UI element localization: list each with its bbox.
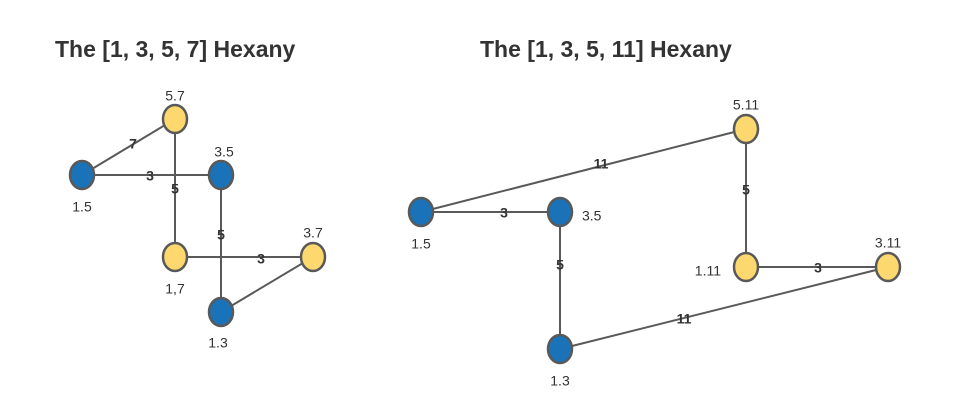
node-yellow [732,251,760,283]
edges-group: 11 3 5 5 3 11 [420,128,889,350]
edge-label: 11 [594,156,609,172]
node-label: 5.11 [733,97,759,113]
node-yellow [161,103,189,135]
node-blue [407,196,435,228]
node-label: 1.11 [695,263,721,279]
edge-m15-m511 [420,128,747,213]
node-label: 1.5 [411,236,431,252]
node-yellow [161,241,189,273]
edge-label: 5 [171,181,179,197]
nodes-group: 5.11 1.5 3.5 1.11 3.11 1.3 [407,97,902,389]
node-blue [546,333,574,365]
node-label: 3.11 [875,235,901,251]
diagram-hexany-1-3-5-11: The [1, 3, 5, 11] Hexany 11 3 5 5 3 11 5.11 1.… [407,36,902,389]
diagram-title: The [1, 3, 5, 11] Hexany [480,36,732,62]
edge-n13-n37 [220,256,314,313]
edge-label: 7 [129,136,137,152]
node-label: 3.5 [214,144,234,160]
node-yellow [732,113,760,145]
edge-m13-m311 [559,266,889,350]
node-blue [68,159,96,191]
node-label: 1.3 [208,335,228,351]
node-yellow [874,251,902,283]
edge-label: 5 [556,257,564,273]
edge-label: 11 [677,311,692,327]
node-blue [207,296,235,328]
edge-label: 5 [217,227,225,243]
node-label: 3.5 [582,208,602,224]
edge-label: 3 [146,168,154,184]
edge-label: 3 [814,260,822,276]
edge-n15-n57 [81,118,176,176]
node-label: 1.5 [72,199,92,215]
node-label: 3.7 [303,225,323,241]
node-yellow [299,241,327,273]
edge-label: 5 [742,182,750,198]
node-label: 5.7 [165,88,185,104]
node-blue [207,159,235,191]
node-blue [546,196,574,228]
diagram-title: The [1, 3, 5, 7] Hexany [55,36,296,62]
edge-label: 3 [500,205,508,221]
nodes-group: 5.7 1.5 3.5 1,7 3.7 1.3 [68,88,327,351]
node-label: 1,7 [165,281,185,297]
node-label: 1.3 [550,373,570,389]
edge-label: 3 [257,251,265,267]
